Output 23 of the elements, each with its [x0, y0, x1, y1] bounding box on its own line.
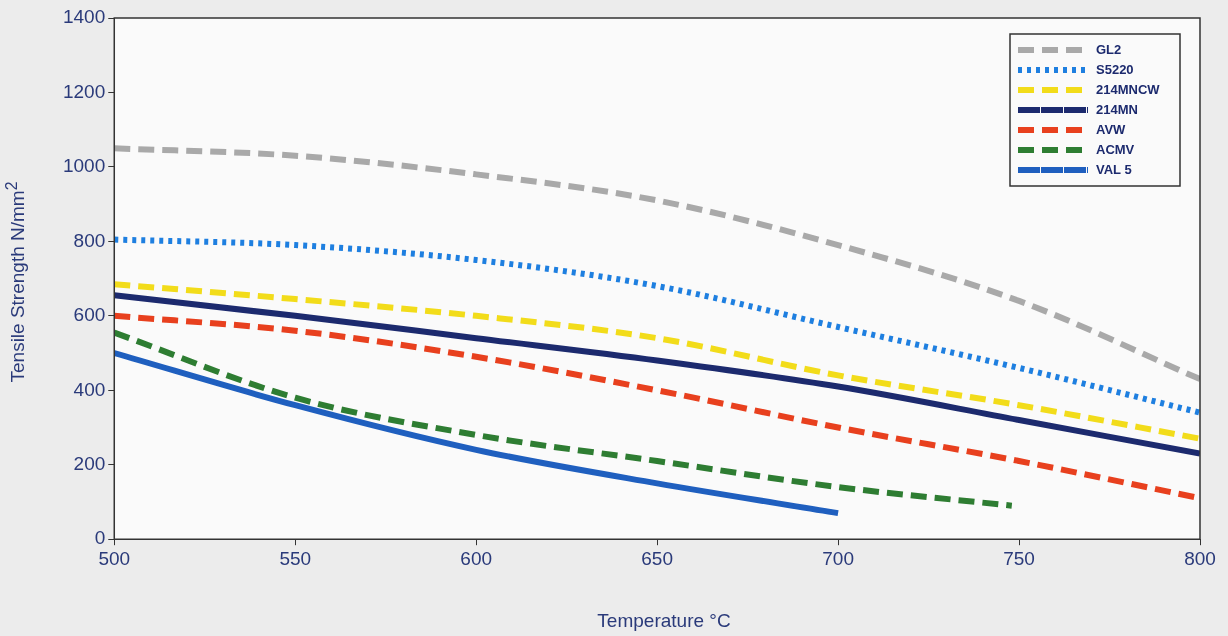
- x-tick-label: 700: [822, 547, 854, 569]
- y-tick-label: 1000: [62, 155, 106, 177]
- y-tick-label: 200: [73, 452, 106, 474]
- x-tick-label: 800: [1184, 547, 1216, 569]
- y-tick-label: 1200: [62, 80, 106, 102]
- y-tick-label: 0: [94, 527, 106, 549]
- legend-label: 214MNCW: [1096, 81, 1161, 97]
- legend-label: AVW: [1096, 121, 1127, 137]
- x-tick-label: 500: [98, 547, 131, 569]
- y-tick-label: 1400: [62, 6, 106, 28]
- x-tick-label: 600: [460, 547, 493, 569]
- legend-label: S5220: [1096, 61, 1134, 77]
- x-tick-label: 750: [1003, 547, 1035, 569]
- x-axis-title: Temperature °C: [596, 610, 732, 632]
- x-tick-label: 650: [641, 547, 673, 569]
- y-tick-label: 400: [73, 378, 106, 400]
- legend-label: ACMV: [1096, 141, 1135, 157]
- legend-label: GL2: [1096, 41, 1122, 57]
- x-tick-label: 550: [279, 547, 312, 569]
- y-tick-label: 800: [73, 229, 106, 251]
- y-tick-label: 600: [73, 304, 106, 326]
- legend-label: 214MN: [1096, 101, 1138, 117]
- legend-label: VAL 5: [1096, 161, 1132, 177]
